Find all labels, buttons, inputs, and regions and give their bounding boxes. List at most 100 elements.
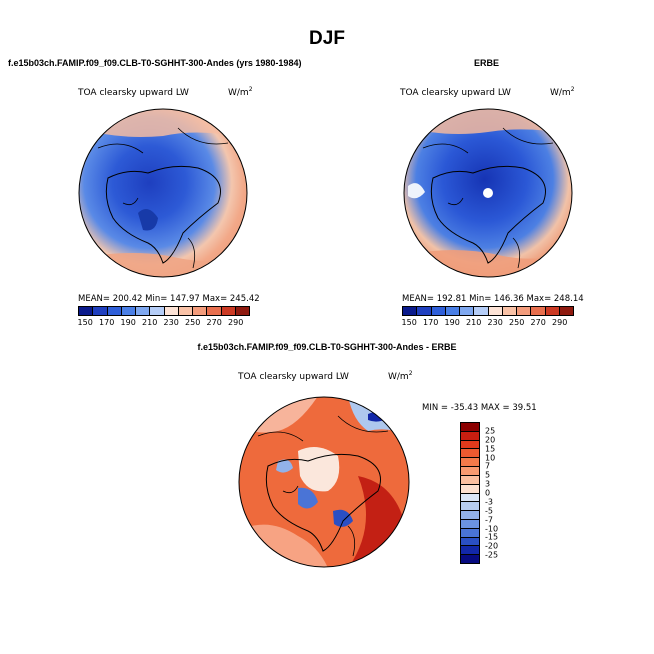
diff-colorbar-tick-label: 0 [485, 488, 491, 498]
diff-colorbar-tick-label: 25 [485, 426, 496, 436]
model-colorbar-cell [235, 307, 249, 315]
figure-title: DJF [309, 28, 345, 49]
model-coastline-detail [97, 127, 229, 269]
diff-blue-patch-2 [333, 509, 353, 527]
obs-colorbar-tick-label: 250 [509, 318, 525, 327]
obs-colorbar-tick-label: 150 [401, 318, 417, 327]
model-panel-title: f.e15b03ch.FAMIP.f09_f09.CLB-T0-SGHHT-30… [8, 58, 302, 68]
obs-panel-title: ERBE [474, 58, 500, 68]
model-colorbar-tick-label: 190 [120, 318, 136, 327]
diff-colorbar-tick-label: 20 [485, 435, 496, 445]
diff-colorbar-tick-label: 5 [485, 470, 491, 480]
model-polar-map [78, 108, 248, 278]
diff-colorbar-cell [461, 546, 479, 556]
diff-coastline-detail [257, 415, 389, 557]
diff-map-border [238, 396, 410, 568]
diff-colorbar-cell [461, 528, 479, 538]
model-cold-core [138, 209, 158, 231]
model-colorbar [78, 306, 250, 316]
diff-colorbar-tick-label: 15 [485, 444, 496, 454]
model-warm-region-south [79, 253, 247, 277]
diff-panel-title: f.e15b03ch.FAMIP.f09_f09.CLB-T0-SGHHT-30… [197, 342, 457, 352]
obs-colorbar-cell [460, 307, 475, 315]
obs-colorbar-cell [517, 307, 532, 315]
diff-colorbar-tick-label: -3 [485, 497, 493, 507]
obs-colorbar-tick-label: 270 [530, 318, 546, 327]
obs-coastline [430, 165, 546, 264]
obs-colorbar-cell [502, 307, 517, 315]
model-colorbar-cell [136, 307, 151, 315]
diff-colorbar-cell [461, 511, 479, 520]
obs-colorbar-cell [474, 307, 489, 315]
obs-colorbar-cell [431, 307, 446, 315]
model-field [79, 109, 247, 277]
diff-colorbar-cell [461, 440, 479, 450]
obs-coastline-detail [422, 127, 554, 269]
diff-colorbar-tick-label: -20 [485, 541, 499, 551]
model-colorbar-cell [121, 307, 136, 315]
model-colorbar-cell [150, 307, 165, 315]
model-colorbar-tick-label: 150 [77, 318, 93, 327]
obs-colorbar-tick-label: 230 [487, 318, 503, 327]
obs-colorbar [402, 306, 574, 316]
diff-colorbar-cell [461, 555, 479, 563]
diff-colorbar-cell [461, 467, 479, 476]
diff-colorbar-cell [461, 431, 479, 441]
diff-colorbar-tick-label: -15 [485, 532, 499, 542]
model-colorbar-cell [164, 307, 179, 315]
model-colorbar-cell [107, 307, 122, 315]
obs-map-border [403, 108, 573, 278]
diff-colorbar-tick-label: 10 [485, 453, 496, 462]
diff-pale-pole [298, 447, 340, 492]
model-colorbar-tick-label: 170 [99, 318, 115, 327]
model-map-border [78, 108, 248, 278]
diff-colorbar-tick-label: 7 [485, 461, 491, 471]
model-variable-label: TOA clearsky upward LW [78, 88, 189, 98]
diff-colorbar [460, 422, 480, 564]
obs-polar-hole [483, 188, 493, 198]
diff-colorbar-cell [461, 475, 479, 485]
diff-colorbar-cell [461, 449, 479, 459]
obs-colorbar-cell [403, 307, 418, 315]
diff-stats: MIN = -35.43 MAX = 39.51 [422, 403, 537, 413]
diff-colorbar-tick-label: 3 [485, 479, 491, 489]
obs-colorbar-tick-label: 170 [423, 318, 439, 327]
obs-units-label: W/m2 [550, 86, 575, 98]
obs-colorbar-cell [531, 307, 546, 315]
diff-coastline [265, 453, 381, 552]
obs-stats: MEAN= 192.81 Min= 146.36 Max= 248.14 [402, 294, 584, 304]
obs-colorbar-tick-label: 190 [444, 318, 460, 327]
model-colorbar-tick-label: 230 [163, 318, 179, 327]
model-colorbar-tick-label: 290 [228, 318, 244, 327]
model-colorbar-cell [93, 307, 108, 315]
model-units-label: W/m2 [228, 86, 253, 98]
diff-colorbar-cell [461, 423, 479, 432]
model-colorbar-tick-label: 270 [206, 318, 222, 327]
model-colorbar-cell [79, 307, 94, 315]
diff-colorbar-tick-label: -5 [485, 506, 493, 516]
diff-variable-label: TOA clearsky upward LW [238, 372, 349, 382]
diff-colorbar-tick-label: -7 [485, 515, 493, 525]
obs-greenland-patch [408, 183, 425, 199]
diff-colorbar-cell [461, 537, 479, 547]
model-colorbar-cell [221, 307, 236, 315]
model-stats: MEAN= 200.42 Min= 147.97 Max= 245.42 [78, 294, 260, 304]
diff-colorbar-cell [461, 484, 479, 494]
obs-warm-region [404, 109, 572, 134]
diff-colorbar-cell [461, 519, 479, 529]
model-colorbar-tick-label: 210 [142, 318, 158, 327]
model-colorbar-cell [207, 307, 222, 315]
diff-blue-patch-3 [276, 459, 293, 473]
obs-polar-map [403, 108, 573, 278]
obs-colorbar-cell [445, 307, 460, 315]
diff-colorbar-cell [461, 458, 479, 468]
obs-colorbar-tick-label: 290 [552, 318, 568, 327]
diff-colorbar-tick-label: -10 [485, 524, 499, 533]
model-colorbar-cell [178, 307, 193, 315]
obs-colorbar-tick-label: 210 [466, 318, 482, 327]
obs-colorbar-cell [417, 307, 432, 315]
obs-colorbar-cell [559, 307, 573, 315]
model-coastline [105, 165, 221, 264]
diff-blue-patch-1 [298, 487, 318, 509]
diff-colorbar-tick-label: -25 [485, 550, 499, 560]
